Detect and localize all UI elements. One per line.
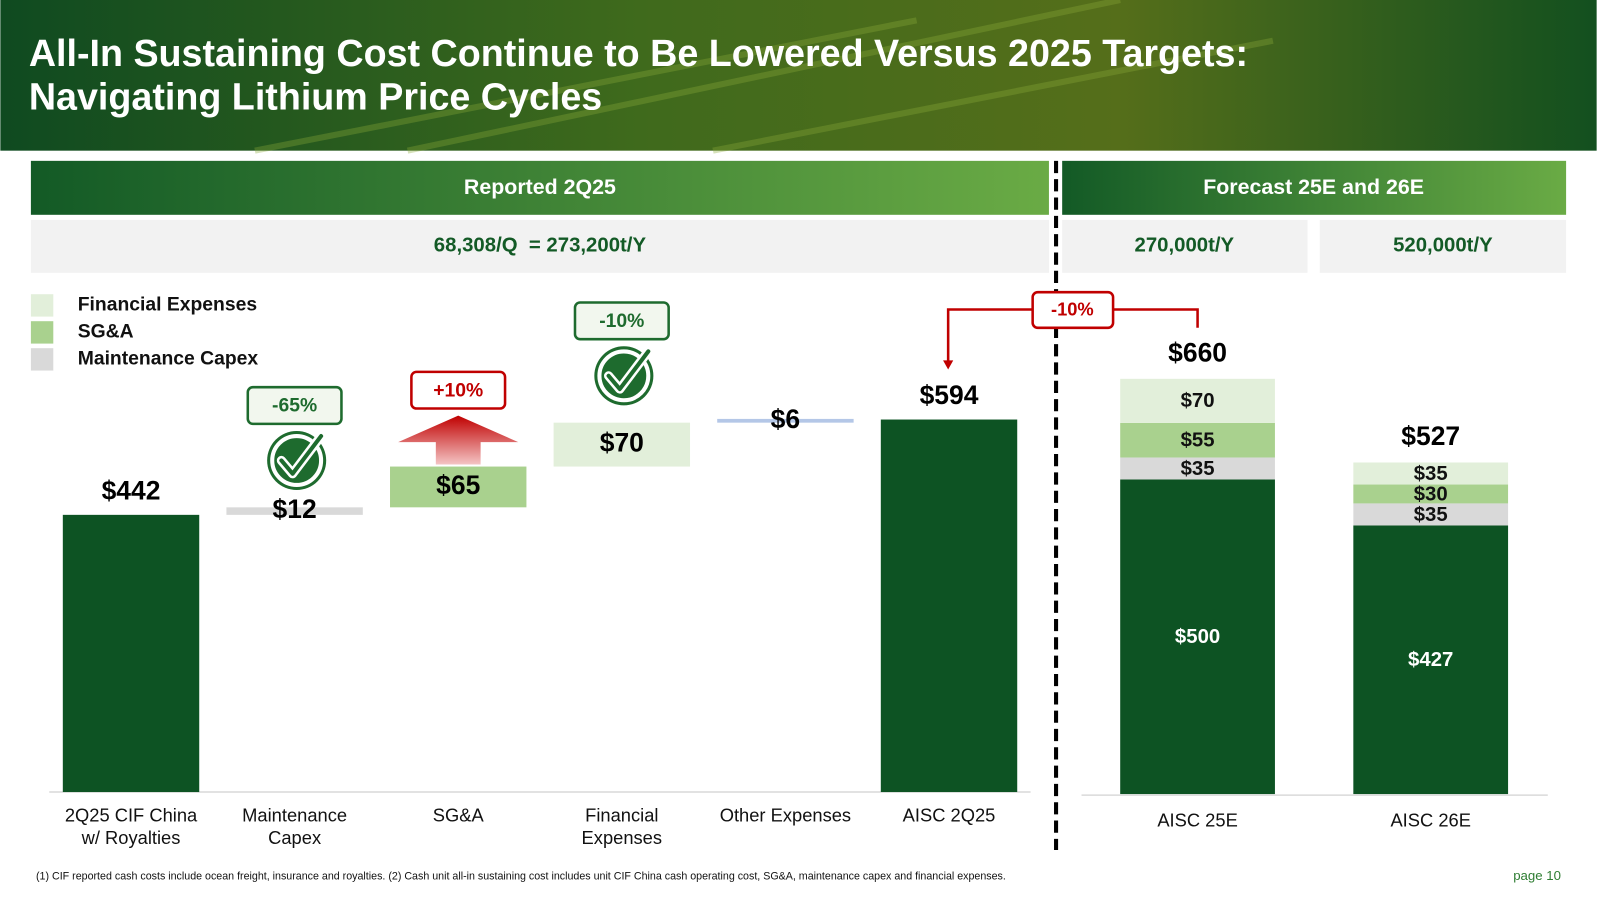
legend-swatch <box>30 348 54 371</box>
bar <box>553 422 691 467</box>
check-icon <box>597 349 651 403</box>
footnote: (1) CIF reported cash costs include ocea… <box>36 870 1006 882</box>
bar-segment <box>1353 525 1509 795</box>
charts: $442 2Q25 CIF China w/ Royalties $12 Mainte… <box>30 294 1548 849</box>
section-title: Forecast 25E and 26E <box>1203 175 1424 199</box>
x-tick-label: SG&A <box>432 805 484 826</box>
x-tick-label-box: Maintenance Capex <box>242 805 348 849</box>
bar-segment <box>1120 422 1275 458</box>
up-arrow <box>398 415 519 465</box>
segment-label: $35 <box>1181 458 1215 480</box>
x-tick-label: 2Q25 CIF China w/ Royalties <box>64 805 198 849</box>
bar-segment <box>1353 484 1509 504</box>
change-label: -65% <box>272 395 317 417</box>
bar-segment <box>1353 503 1509 526</box>
x-tick-label: Other Expenses <box>719 805 852 826</box>
capacity-label: 68,308/Q = 273,200t/Y <box>434 235 647 257</box>
value-label: $594 <box>920 380 979 410</box>
value-label: $70 <box>600 428 644 458</box>
bar-segment <box>1120 479 1275 795</box>
total-label: $527 <box>1401 421 1460 451</box>
bar-segment <box>1120 457 1275 480</box>
bar <box>880 419 1018 793</box>
change-label: +10% <box>433 379 483 401</box>
section-header <box>1062 160 1567 215</box>
segment-label: $500 <box>1175 626 1220 648</box>
segment-label: $35 <box>1414 463 1448 485</box>
capacity-box <box>1319 219 1567 273</box>
x-tick-label-box: AISC 26E <box>1390 810 1471 831</box>
legend-label: SG&A <box>78 320 134 342</box>
capacity-label: 520,000t/Y <box>1393 235 1493 257</box>
x-tick-label: Maintenance Capex <box>242 805 348 849</box>
header-bg <box>0 0 1597 151</box>
legend-swatch <box>30 294 54 317</box>
bar-segment <box>1120 378 1275 423</box>
x-tick-label: AISC 26E <box>1390 810 1471 831</box>
bridge-arrowhead <box>943 360 954 370</box>
legend-label: Financial Expenses <box>78 294 257 316</box>
bridge-badge <box>1031 290 1115 330</box>
change-badge <box>410 370 507 410</box>
x-tick-label-box: SG&A <box>432 805 484 826</box>
x-tick-label-box: Other Expenses <box>719 805 852 826</box>
bar <box>717 418 854 423</box>
segment-label: $30 <box>1414 483 1448 505</box>
change-badge <box>573 301 670 341</box>
segment-label: $70 <box>1181 390 1215 412</box>
section-header <box>30 160 1049 215</box>
value-label: $12 <box>273 494 317 524</box>
x-tick-label: Financial Expenses <box>581 805 663 849</box>
bar-segment <box>1353 462 1509 485</box>
bridge-label: -10% <box>1051 298 1094 319</box>
page-number: page 10 <box>1513 868 1561 883</box>
segment-label: $55 <box>1181 430 1215 452</box>
slide-title: Navigating Lithium Price Cycles <box>29 76 602 118</box>
slide-title: All-In Sustaining Cost Continue to Be Lo… <box>29 32 1248 74</box>
legend-label: Maintenance Capex <box>78 347 259 369</box>
segment-label: $427 <box>1408 649 1453 671</box>
x-tick-label-box: AISC 25E <box>1157 810 1238 831</box>
section-title: Reported 2Q25 <box>464 175 616 199</box>
bar <box>226 507 363 515</box>
check-icon <box>279 434 324 476</box>
bar <box>390 466 527 508</box>
change-label: -10% <box>599 310 644 332</box>
check-icon <box>270 434 324 487</box>
value-label: $442 <box>102 475 161 505</box>
x-tick-label-box: AISC 2Q25 <box>902 805 996 826</box>
total-label: $660 <box>1168 337 1227 367</box>
capacity-box <box>1062 219 1308 273</box>
bar <box>62 514 200 793</box>
x-tick-label: AISC 25E <box>1157 810 1238 831</box>
legend-swatch <box>30 321 54 344</box>
check-icon <box>606 349 651 392</box>
capacity-label: 270,000t/Y <box>1135 235 1235 257</box>
value-label: $6 <box>771 404 800 434</box>
change-badge <box>246 385 343 426</box>
x-tick-label-box: 2Q25 CIF China w/ Royalties <box>64 805 198 849</box>
capacity-box <box>30 219 1049 273</box>
x-tick-label: AISC 2Q25 <box>902 805 996 826</box>
header-decoration <box>254 0 1274 154</box>
x-tick-label-box: Financial Expenses <box>581 805 663 849</box>
value-label: $65 <box>436 470 480 500</box>
segment-label: $35 <box>1414 504 1448 526</box>
